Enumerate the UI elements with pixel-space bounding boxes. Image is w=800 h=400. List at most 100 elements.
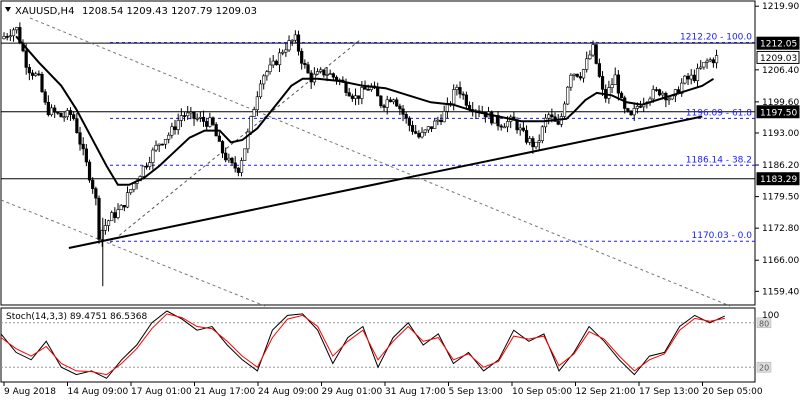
time-tick-label: 17 Sep 13:00 [639, 387, 699, 397]
candle-body [30, 72, 35, 76]
stochastic-panel[interactable]: 80 20 Stoch(14,3,3) 89.4751 86.5368 100 [0, 307, 779, 383]
price-tag-label: 1209.03 [760, 54, 797, 64]
candle-body [296, 34, 301, 52]
time-tick-label: 20 Sep 05:00 [703, 387, 763, 397]
candle-body [537, 140, 541, 143]
candle-body [56, 111, 60, 114]
candle-body [550, 114, 554, 118]
candle-body [528, 138, 532, 143]
candle-body [680, 82, 684, 94]
candle-body [388, 99, 392, 103]
time-tick-label: 21 Aug 17:00 [195, 387, 256, 397]
candle-body [344, 81, 348, 93]
candle-body [236, 167, 240, 173]
candle-body [239, 160, 244, 173]
candle-body [154, 145, 158, 151]
candle-body [262, 75, 266, 85]
price-panel[interactable]: 1212.20 - 100.0 1196.09 - 61.8 1186.14 - 3… [0, 0, 756, 307]
candle-body [452, 89, 456, 105]
candle-body [40, 74, 44, 93]
candle-body [43, 91, 47, 103]
candle-body [490, 111, 494, 124]
candle-body [588, 54, 592, 60]
candle-body [281, 51, 285, 54]
candle-body [24, 50, 28, 68]
candle-body [157, 143, 161, 146]
candle-body [433, 120, 437, 129]
fib-level-label: 1196.09 - 61.8 [686, 108, 752, 118]
candle-body [556, 121, 560, 125]
stochastic-level-label: 20 [759, 364, 769, 373]
candle-body [290, 39, 294, 42]
time-tick-label: 10 Sep 05:00 [512, 387, 572, 397]
channel-upper-line [29, 17, 731, 307]
candle-body [702, 61, 706, 68]
price-tag-box [756, 172, 800, 186]
candle-body [176, 120, 180, 130]
candle-body [357, 95, 361, 99]
dropdown-triangle-icon[interactable] [5, 7, 11, 12]
moving-average-path [15, 35, 715, 186]
candle-body [195, 118, 199, 120]
time-tick-label: 14 Aug 09:00 [68, 387, 129, 397]
price-tick-label: 1186.20 [762, 161, 799, 171]
price-tick-label: 1199.60 [762, 98, 799, 108]
candle-body [2, 36, 6, 40]
horizontal-lines [1, 42, 755, 180]
candle-body [395, 99, 399, 107]
stochastic-signal-line [0, 313, 725, 376]
price-tick-label: 1206.40 [762, 66, 799, 76]
candle-body [407, 117, 411, 126]
candle-body [37, 73, 41, 76]
candle-body [132, 183, 136, 190]
candle-body [502, 126, 506, 129]
candle-body [252, 109, 256, 117]
trendline [68, 115, 703, 249]
candle-body [436, 119, 440, 122]
candle-body [363, 87, 367, 90]
time-tick-label: 12 Sep 21:00 [576, 387, 636, 397]
price-tick-label: 1166.00 [762, 256, 799, 266]
candle-body [243, 148, 247, 161]
candle-body [94, 188, 98, 199]
candle-body [284, 49, 288, 53]
candle-body [211, 117, 215, 125]
time-axis: 9 Aug 2018 14 Aug 09:00 17 Aug 01:00 21 Aug… [3, 382, 763, 397]
candle-body [505, 121, 510, 128]
candle-body [49, 107, 54, 116]
candle-body [224, 152, 228, 161]
candle-body [540, 126, 544, 141]
price-tag-label: 1212.05 [760, 40, 797, 50]
price-tick-label: 1172.80 [762, 224, 799, 234]
time-tick-label: 24 Aug 09:00 [258, 387, 319, 397]
candle-body [654, 89, 658, 91]
candle-body [306, 64, 310, 74]
stochastic-lines [0, 310, 726, 379]
candle-body [385, 99, 389, 108]
candle-body [410, 125, 415, 132]
time-tick-label: 29 Aug 01:00 [322, 387, 383, 397]
candle-body [657, 89, 662, 96]
candle-body [607, 87, 611, 99]
stochastic-level-label: 80 [759, 319, 769, 328]
chart-header: XAUUSD,H4 1208.54 1209.43 1207.79 1209.0… [5, 6, 257, 17]
candle-body [315, 71, 320, 75]
candle-body [420, 132, 424, 138]
candle-body [5, 36, 9, 38]
stochastic-panel-border [0, 307, 756, 383]
stochastic-title: Stoch(14,3,3) 89.4751 86.5368 [6, 312, 147, 322]
candle-body [331, 73, 335, 78]
time-tick-label: 5 Sep 13:00 [449, 387, 504, 397]
fib-level-label: 1212.20 - 100.0 [680, 32, 752, 42]
candle-body [319, 69, 323, 72]
candle-body [626, 108, 630, 112]
candle-body [268, 64, 272, 73]
candle-body [708, 59, 712, 62]
candle-body [651, 89, 655, 100]
stochastic-axis-max: 100 [762, 311, 779, 321]
price-tag-label: 1183.29 [760, 175, 797, 185]
candle-body [81, 143, 85, 150]
candle-body [350, 95, 354, 99]
candle-body [91, 179, 95, 189]
